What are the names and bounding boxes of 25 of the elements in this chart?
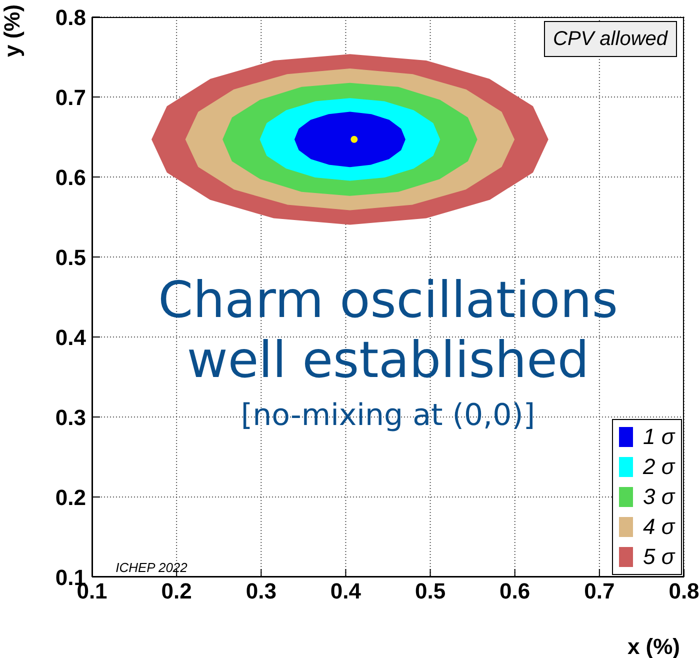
x-tick-label: 0.8 [668, 578, 700, 604]
x-tick-label: 0.5 [414, 578, 446, 604]
x-tick-label: 0.2 [161, 578, 192, 604]
x-tick-label: 0.4 [330, 578, 362, 604]
y-tick-label: 0.2 [55, 484, 86, 510]
y-tick-label: 0.6 [55, 164, 86, 190]
y-tick-label: 0.5 [55, 244, 86, 270]
y-tick-label: 0.8 [55, 4, 86, 30]
x-tick-label: 0.6 [500, 578, 530, 604]
x-tick-label: 0.3 [246, 578, 276, 604]
y-tick-label: 0.4 [55, 324, 87, 350]
y-tick-label: 0.7 [55, 84, 86, 110]
annotation: CPV allowed [544, 21, 677, 57]
legend-label: 5 σ [643, 544, 675, 570]
legend-label: 4 σ [643, 514, 675, 540]
legend-label: 3 σ [643, 484, 675, 510]
y-axis-title: y (%) [0, 4, 25, 57]
annotation: Charm oscillations [157, 270, 619, 330]
x-tick-label: 0.7 [584, 578, 615, 604]
legend-label: 1 σ [643, 424, 675, 450]
annotation: well established [186, 330, 590, 390]
annotation: [no-mixing at (0,0)] [240, 398, 536, 433]
annotation: ICHEP 2022 [114, 559, 188, 577]
legend-label: 2 σ [643, 454, 675, 480]
y-tick-label: 0.3 [55, 404, 86, 430]
